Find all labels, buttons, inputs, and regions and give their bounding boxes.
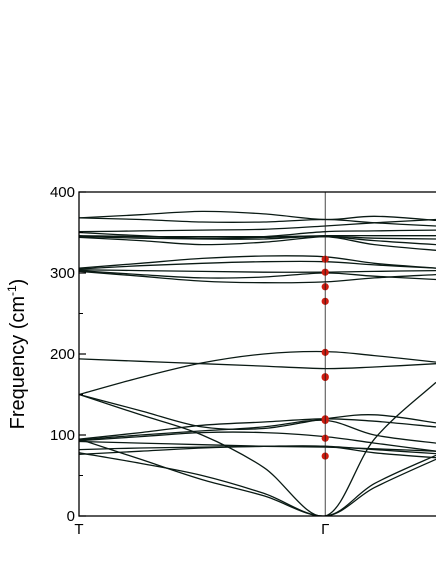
y-tick-label: 300: [50, 265, 75, 282]
y-tick-label: 100: [50, 427, 75, 444]
y-axis-title-superscript: -1: [5, 285, 19, 296]
plot-frame: [78, 191, 436, 517]
band-lines: [79, 210, 436, 516]
y-tick-label: 0: [67, 508, 75, 525]
y-axis-title-main: Frequency (cm: [7, 296, 29, 429]
band-line-3: [79, 218, 436, 233]
band-line-13: [79, 270, 436, 284]
band-line-14: [79, 358, 436, 370]
band-line-11: [79, 269, 436, 273]
band-line-20: [79, 431, 436, 452]
band-line-9: [79, 255, 436, 269]
band-line-1: [79, 210, 436, 222]
band-line-18: [79, 418, 436, 440]
x-tick-label-gamma: Γ: [321, 521, 329, 538]
svg-text:Frequency (cm-1): Frequency (cm-1): [5, 279, 29, 430]
band-line-15: [79, 350, 436, 396]
band-line-23: [79, 452, 436, 516]
y-tick-label: 200: [50, 346, 75, 363]
x-tick-label-t: T: [74, 521, 83, 538]
y-axis-ticks: 0 100 200 300 400: [50, 184, 86, 525]
y-axis-title-close: ): [7, 279, 29, 286]
band-line-10: [79, 260, 436, 270]
band-line-6: [79, 235, 436, 246]
band-line-7: [79, 235, 436, 246]
band-line-8: [79, 235, 436, 251]
y-axis-title: Frequency (cm-1): [5, 279, 29, 430]
y-tick-label: 400: [50, 184, 75, 201]
band-line-24: [79, 438, 436, 516]
band-line-16: [79, 381, 436, 516]
band-line-22: [79, 445, 436, 455]
band-line-25: [79, 445, 436, 459]
band-line-19: [79, 419, 436, 444]
band-line-12: [79, 269, 436, 281]
band-line-17: [79, 393, 436, 431]
